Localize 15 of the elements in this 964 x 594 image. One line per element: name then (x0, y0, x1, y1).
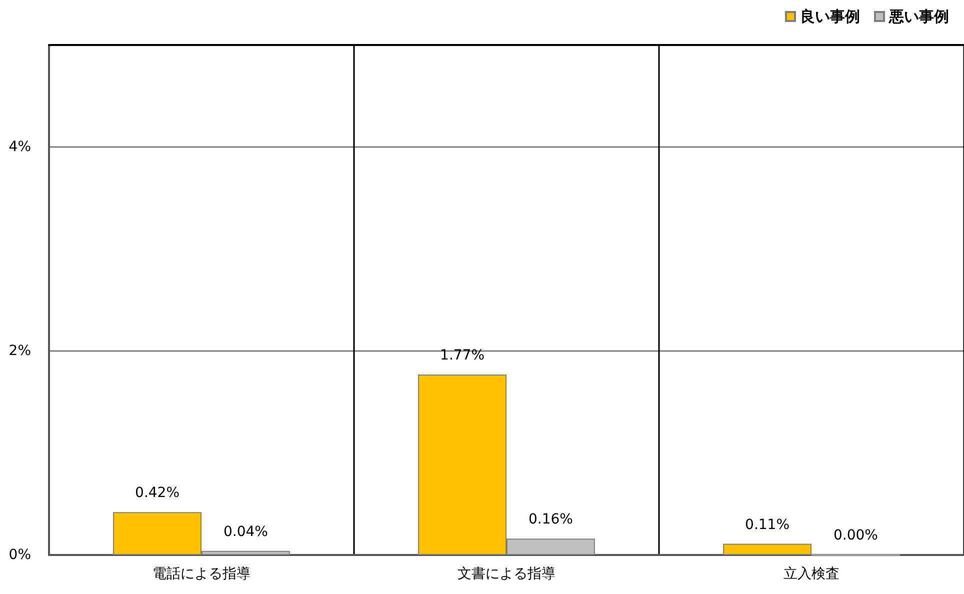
x-tick-label: 文書による指導 (458, 566, 556, 582)
legend-label: 良い事例 (800, 8, 860, 26)
y-tick-label: 0% (8, 547, 31, 563)
data-label: 1.77% (440, 347, 485, 364)
data-label: 0.00% (833, 528, 878, 544)
data-label: 0.16% (528, 512, 573, 528)
legend-label: 悪い事例 (888, 8, 949, 26)
y-tick-label: 4% (8, 139, 31, 155)
data-label: 0.04% (223, 524, 268, 540)
data-label: 0.42% (135, 485, 180, 502)
data-label: 0.11% (745, 516, 790, 533)
y-tick-label: 2% (8, 343, 31, 359)
x-tick-label: 電話による指導 (152, 566, 250, 582)
bar (723, 544, 812, 555)
x-tick-label: 立入検査 (784, 566, 840, 582)
